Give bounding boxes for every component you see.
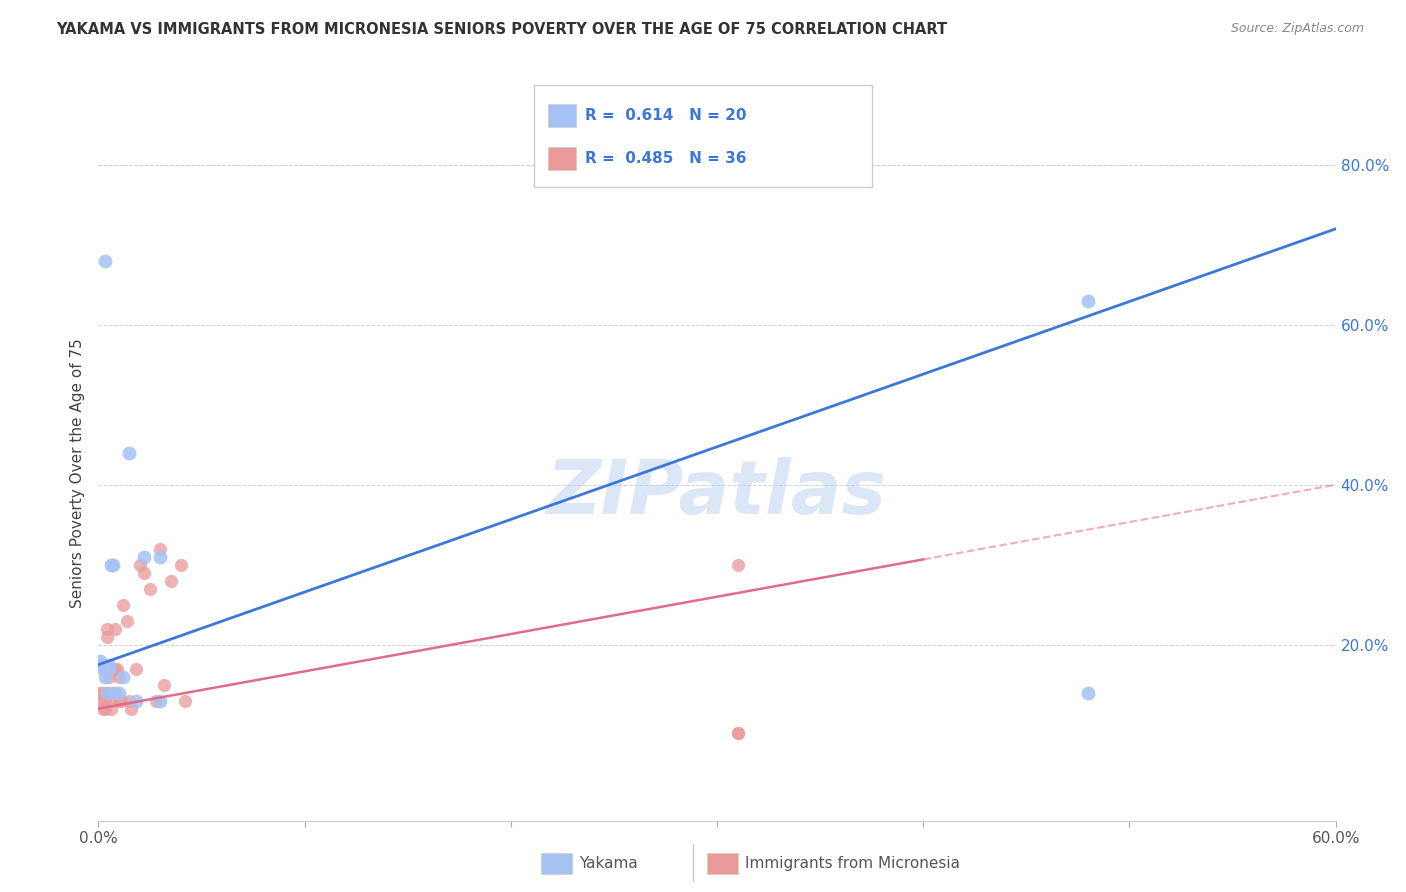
Point bbox=[170, 558, 193, 572]
Point bbox=[149, 694, 172, 708]
Text: ZIPatlas: ZIPatlas bbox=[547, 457, 887, 530]
Point bbox=[91, 662, 114, 676]
Point bbox=[89, 657, 111, 672]
Point bbox=[91, 701, 114, 715]
Point bbox=[93, 694, 115, 708]
Point bbox=[124, 694, 146, 708]
Point bbox=[108, 670, 131, 684]
Point bbox=[124, 662, 146, 676]
Point bbox=[93, 701, 115, 715]
Point bbox=[727, 725, 749, 739]
Point bbox=[96, 686, 118, 700]
Point bbox=[108, 694, 131, 708]
Text: Source: ZipAtlas.com: Source: ZipAtlas.com bbox=[1230, 22, 1364, 36]
Point bbox=[96, 622, 118, 636]
Point bbox=[112, 670, 135, 684]
Point bbox=[108, 686, 131, 700]
Point bbox=[118, 446, 141, 460]
Point bbox=[139, 582, 162, 596]
Point bbox=[727, 725, 749, 739]
Point bbox=[97, 662, 120, 676]
Point bbox=[97, 657, 120, 672]
Point bbox=[104, 662, 127, 676]
Point bbox=[96, 630, 118, 644]
Point bbox=[132, 566, 155, 580]
Point bbox=[93, 253, 115, 268]
Point bbox=[97, 670, 120, 684]
Point bbox=[110, 694, 132, 708]
Point bbox=[104, 622, 127, 636]
Point bbox=[145, 694, 167, 708]
Point bbox=[112, 598, 135, 612]
Point bbox=[100, 558, 122, 572]
Point bbox=[1077, 293, 1099, 308]
Point bbox=[117, 614, 139, 628]
Point bbox=[89, 694, 111, 708]
Point bbox=[105, 662, 128, 676]
Point bbox=[91, 686, 114, 700]
Point bbox=[89, 654, 111, 668]
Text: Immigrants from Micronesia: Immigrants from Micronesia bbox=[745, 856, 960, 871]
Point bbox=[100, 694, 122, 708]
Point bbox=[118, 694, 141, 708]
Point bbox=[97, 686, 120, 700]
Point bbox=[120, 701, 142, 715]
Point bbox=[727, 558, 749, 572]
Point bbox=[149, 541, 172, 556]
Point bbox=[101, 686, 124, 700]
Point bbox=[1077, 686, 1099, 700]
Point bbox=[100, 701, 122, 715]
Point bbox=[159, 574, 181, 588]
Text: R =  0.485   N = 36: R = 0.485 N = 36 bbox=[585, 151, 747, 166]
Y-axis label: Seniors Poverty Over the Age of 75: Seniors Poverty Over the Age of 75 bbox=[69, 338, 84, 607]
Point bbox=[93, 670, 115, 684]
Text: Yakama: Yakama bbox=[579, 856, 638, 871]
Point bbox=[128, 558, 150, 572]
Text: YAKAMA VS IMMIGRANTS FROM MICRONESIA SENIORS POVERTY OVER THE AGE OF 75 CORRELAT: YAKAMA VS IMMIGRANTS FROM MICRONESIA SEN… bbox=[56, 22, 948, 37]
Point bbox=[153, 678, 176, 692]
Text: R =  0.614   N = 20: R = 0.614 N = 20 bbox=[585, 108, 747, 123]
Point bbox=[174, 694, 197, 708]
Point bbox=[101, 558, 124, 572]
Point bbox=[149, 549, 172, 564]
Point bbox=[104, 686, 127, 700]
Point bbox=[89, 686, 111, 700]
Point bbox=[132, 549, 155, 564]
